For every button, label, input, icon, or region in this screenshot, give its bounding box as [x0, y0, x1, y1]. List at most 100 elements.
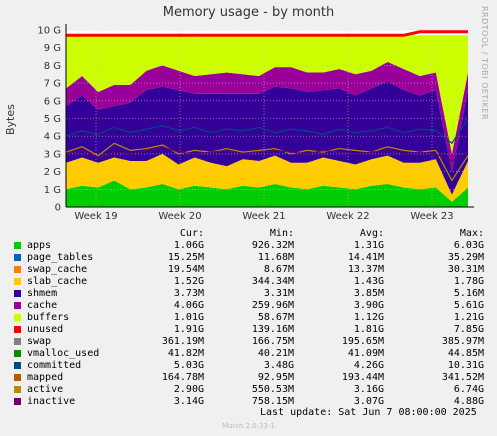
memory-area-chart: 0 1 G 2 G 3 G 4 G 5 G 6 G 7 G 8 G 9 G 10 G Week 19 W… — [37, 24, 474, 222]
legend-cur: 2.90G — [173, 384, 204, 395]
legend-min: 259.96M — [251, 300, 294, 311]
legend-avg: 3.85M — [353, 288, 384, 299]
legend-min: 344.34M — [251, 276, 294, 287]
legend-max: 30.31M — [447, 264, 484, 275]
legend-max: 35.29M — [447, 252, 484, 263]
legend-swatch — [14, 266, 21, 273]
legend-name: page_tables — [27, 252, 94, 263]
legend-swatch — [14, 398, 21, 405]
header-min: Min: — [269, 228, 294, 239]
x-tick-label: Week 21 — [242, 211, 285, 222]
legend-swatch — [14, 362, 21, 369]
legend-max: 6.74G — [453, 384, 484, 395]
line-swap — [66, 30, 468, 37]
legend-name: cache — [27, 300, 58, 311]
legend-min: 11.68M — [257, 252, 294, 263]
legend-cur: 5.03G — [173, 360, 204, 371]
legend-min: 550.53M — [251, 384, 294, 395]
legend-name: active — [27, 384, 64, 395]
legend-avg: 3.07G — [353, 396, 384, 407]
legend-swatch — [14, 278, 21, 285]
legend-avg: 193.44M — [341, 372, 384, 383]
x-tick-label: Week 20 — [158, 211, 201, 222]
legend-swatch — [14, 290, 21, 297]
legend-cur: 41.82M — [167, 348, 204, 359]
legend-name: committed — [27, 360, 82, 371]
legend-swatch — [14, 350, 21, 357]
legend-table: Cur: Min: Avg: Max: apps 1.06G 926.32M 1.31… — [14, 228, 494, 408]
legend-avg: 3.16G — [353, 384, 384, 395]
line-committed — [65, 118, 469, 145]
legend-avg: 4.26G — [353, 360, 384, 371]
legend-name: shmem — [27, 288, 58, 299]
legend-cur: 15.25M — [167, 252, 204, 263]
legend-min: 3.48G — [263, 360, 294, 371]
header-cur: Cur: — [179, 228, 204, 239]
legend-max: 7.85G — [453, 324, 484, 335]
legend-swatch — [14, 374, 21, 381]
legend-swatch — [14, 254, 21, 261]
legend-row-vmalloc-used: vmalloc_used 41.82M 40.21M 41.09M 44.85M — [14, 348, 494, 360]
legend-cur: 1.01G — [173, 312, 204, 323]
legend-swatch — [14, 326, 21, 333]
legend-row-mapped: mapped 164.78M 92.95M 193.44M 341.52M — [14, 372, 494, 384]
y-tick-label: 4 G — [44, 132, 61, 143]
legend-max: 44.85M — [447, 348, 484, 359]
legend-max: 1.21G — [453, 312, 484, 323]
x-tick-label: Week 19 — [74, 211, 117, 222]
legend-avg: 14.41M — [347, 252, 384, 263]
legend-name: buffers — [27, 312, 70, 323]
legend-swatch — [14, 386, 21, 393]
y-tick-label: 5 G — [44, 114, 61, 125]
legend-avg: 1.31G — [353, 240, 384, 251]
y-tick-label: 6 G — [44, 96, 61, 107]
legend-min: 58.67M — [257, 312, 294, 323]
legend-cur: 1.91G — [173, 324, 204, 335]
legend-max: 5.61G — [453, 300, 484, 311]
legend-cur: 4.06G — [173, 300, 204, 311]
legend-min: 92.95M — [257, 372, 294, 383]
legend-cur: 1.06G — [173, 240, 204, 251]
legend-avg: 1.12G — [353, 312, 384, 323]
legend-name: swap — [27, 336, 52, 347]
legend-row-shmem: shmem 3.73M 3.31M 3.85M 5.16M — [14, 288, 494, 300]
legend-avg: 41.09M — [347, 348, 384, 359]
legend-min: 166.75M — [251, 336, 294, 347]
area-slab-cache — [66, 153, 468, 202]
y-tick-label: 1 G — [44, 185, 61, 196]
area-apps — [66, 180, 468, 207]
legend-cur: 19.54M — [167, 264, 204, 275]
legend-avg: 195.65M — [341, 336, 384, 347]
y-tick-label: 3 G — [44, 149, 61, 160]
header-avg: Avg: — [359, 228, 384, 239]
legend-avg: 1.81G — [353, 324, 384, 335]
legend-avg: 3.90G — [353, 300, 384, 311]
y-tick-label: 7 G — [44, 79, 61, 90]
legend-max: 5.16M — [453, 288, 484, 299]
legend-min: 758.15M — [251, 396, 294, 407]
legend-min: 139.16M — [251, 324, 294, 335]
last-update: Last update: Sat Jun 7 08:00:00 2025 — [260, 407, 477, 418]
legend-row-slab-cache: slab_cache 1.52G 344.34M 1.43G 1.78G — [14, 276, 494, 288]
line-active — [65, 142, 469, 182]
y-tick-label: 0 — [55, 203, 61, 214]
x-tick-label: Week 23 — [410, 211, 453, 222]
legend-min: 3.31M — [263, 288, 294, 299]
legend-min: 926.32M — [251, 240, 294, 251]
legend-name: swap_cache — [27, 264, 88, 275]
legend-max: 6.03G — [453, 240, 484, 251]
y-tick-label: 2 G — [44, 167, 61, 178]
chart-title: Memory usage - by month — [162, 5, 335, 20]
legend-row-active: active 2.90G 550.53M 3.16G 6.74G — [14, 384, 494, 396]
legend-row-unused: unused 1.91G 139.16M 1.81G 7.85G — [14, 324, 494, 336]
legend-max: 341.52M — [441, 372, 484, 383]
legend-row-cache: cache 4.06G 259.96M 3.90G 5.61G — [14, 300, 494, 312]
legend-swatch — [14, 338, 21, 345]
line-inactive — [65, 146, 469, 162]
legend-avg: 1.43G — [353, 276, 384, 287]
y-tick-label: 9 G — [44, 43, 61, 54]
area-unused — [66, 35, 468, 154]
legend-cur: 361.19M — [161, 336, 204, 347]
legend-cur: 3.73M — [173, 288, 204, 299]
area-buffers — [66, 61, 468, 172]
